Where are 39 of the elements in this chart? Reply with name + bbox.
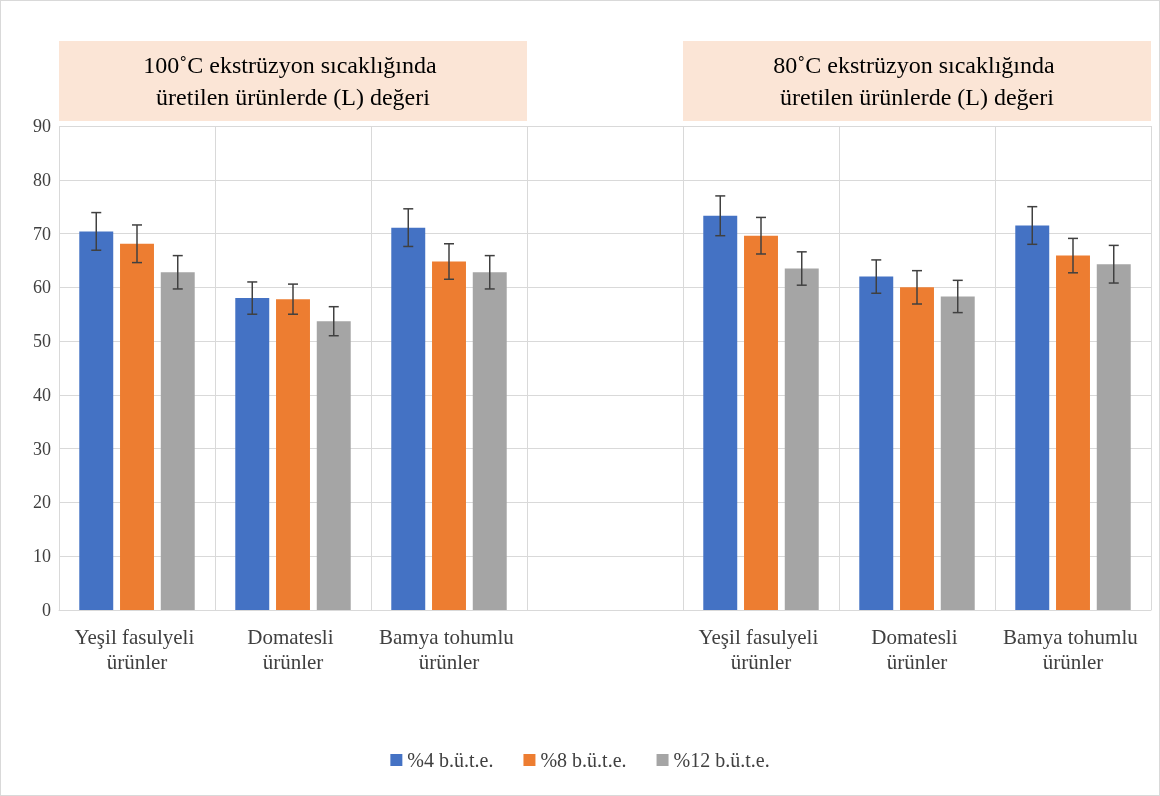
y-tick-label: 30 xyxy=(33,438,51,459)
y-tick-label: 20 xyxy=(33,492,51,513)
text: 80˚C ekstrüzyon sıcaklığında üretilen ürünlerde (L) değeri xyxy=(773,52,1061,110)
x-tick-label: Bamya tohumlu ürünler xyxy=(1003,624,1143,674)
bar xyxy=(940,296,975,610)
bar xyxy=(1056,255,1090,610)
bar xyxy=(235,298,270,610)
text: 100˚C ekstrüzyon sıcaklığında üretilen ürünlerde (L) değeri xyxy=(143,52,443,110)
bar xyxy=(391,227,426,610)
y-tick-label: 60 xyxy=(33,277,51,298)
bar xyxy=(859,276,894,610)
bar xyxy=(703,215,738,610)
bar xyxy=(1015,225,1050,610)
bar xyxy=(160,272,195,610)
x-tick-label: Yeşil fasulyeli ürünler xyxy=(698,624,824,674)
legend-label: %4 b.ü.t.e. xyxy=(407,749,494,771)
bar xyxy=(472,272,507,610)
y-tick-label: 0 xyxy=(42,600,51,620)
bar xyxy=(900,287,934,610)
legend-label: %12 b.ü.t.e. xyxy=(673,749,770,771)
y-tick-label: 90 xyxy=(33,116,51,136)
x-tick-label: Bamya tohumlu ürünler xyxy=(379,624,519,674)
bar xyxy=(120,243,154,610)
x-tick-label: Domatesli ürünler xyxy=(247,624,339,674)
x-tick-label: Yeşil fasulyeli ürünler xyxy=(74,624,200,674)
bar xyxy=(432,261,466,610)
y-tick-label: 10 xyxy=(33,546,51,567)
bar xyxy=(316,321,351,610)
bar xyxy=(744,235,778,610)
bar xyxy=(784,268,819,610)
bar xyxy=(1096,264,1131,610)
y-tick-label: 40 xyxy=(33,384,51,405)
y-tick-label: 70 xyxy=(33,223,51,244)
bar xyxy=(276,299,310,610)
y-tick-label: 50 xyxy=(33,331,51,352)
y-tick-label: 80 xyxy=(33,169,51,190)
bar xyxy=(79,231,114,610)
x-tick-label: Domatesli ürünler xyxy=(871,624,963,674)
legend-label: %8 b.ü.t.e. xyxy=(540,749,627,771)
